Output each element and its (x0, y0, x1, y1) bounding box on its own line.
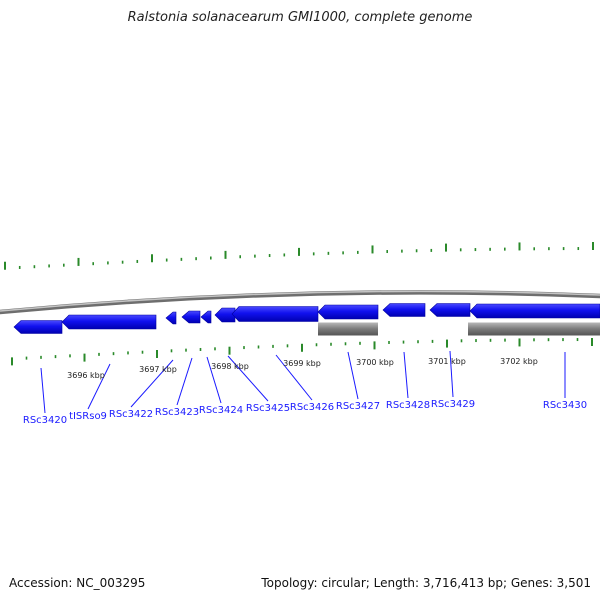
genome-backbone (0, 290, 600, 315)
gene-leader-line (449, 350, 454, 398)
gene-feature-rsc3429[interactable] (429, 303, 471, 317)
gene-feature-rsc3428[interactable] (382, 303, 426, 317)
gene-label-tisrso9[interactable]: tISRso9 (69, 411, 107, 422)
genome-backbone-highlight (0, 290, 600, 312)
gene-label-rsc3423[interactable]: RSc3423 (155, 407, 199, 418)
gene-leader-line (40, 367, 46, 414)
gene-label-rsc3424[interactable]: RSc3424 (199, 405, 243, 416)
gene-feature-rsc3426[interactable] (231, 306, 319, 322)
gene-feature-rsc3422[interactable] (165, 311, 177, 325)
gene-label-rsc3425[interactable]: RSc3425 (246, 403, 290, 414)
gene-feature-rsc3423[interactable] (181, 310, 201, 324)
gene-label-rsc3430[interactable]: RSc3430 (543, 400, 587, 411)
gene-feature-rsc3420[interactable] (13, 320, 63, 334)
gene-label-rsc3420[interactable]: RSc3420 (23, 415, 67, 426)
kbp-scale-label: 3700 kbp (356, 358, 394, 367)
gene-label-rsc3426[interactable]: RSc3426 (290, 402, 334, 413)
topology-label: Topology: circular; Length: 3,716,413 bp… (261, 576, 591, 590)
gene-leader-line (176, 357, 193, 406)
genome-title: Ralstonia solanacearum GMI1000, complete… (127, 10, 473, 25)
pseudo-feature-block (318, 322, 378, 336)
gene-leader-line (227, 355, 269, 402)
gene-leader-line (130, 359, 174, 408)
gene-leader-line (206, 356, 222, 404)
gene-label-rsc3428[interactable]: RSc3428 (386, 400, 430, 411)
gene-feature-rsc3427[interactable] (317, 304, 379, 320)
gene-leader-line (87, 363, 111, 410)
pseudo-feature-block (468, 322, 600, 336)
kbp-scale-label: 3701 kbp (428, 357, 466, 366)
gene-leader-line (403, 351, 409, 399)
gene-label-rsc3429[interactable]: RSc3429 (431, 399, 475, 410)
kbp-scale-label: 3702 kbp (500, 357, 538, 366)
kbp-scale-label: 3697 kbp (139, 365, 177, 374)
kbp-scale-label: 3698 kbp (211, 362, 249, 371)
gene-leader-line (275, 354, 313, 401)
kbp-scale-label: 3696 kbp (67, 371, 105, 380)
kbp-scale-label: 3699 kbp (283, 359, 321, 368)
gene-label-rsc3427[interactable]: RSc3427 (336, 401, 380, 412)
gene-feature-rsc3425[interactable] (214, 307, 236, 323)
gene-feature-tisrso9[interactable] (61, 314, 157, 330)
gene-feature-rsc3424[interactable] (200, 310, 212, 324)
gene-feature-rsc3430[interactable] (469, 303, 600, 319)
gene-label-rsc3422[interactable]: RSc3422 (109, 409, 153, 420)
gene-leader-line (347, 351, 359, 400)
accession-label: Accession: NC_003295 (9, 576, 146, 590)
